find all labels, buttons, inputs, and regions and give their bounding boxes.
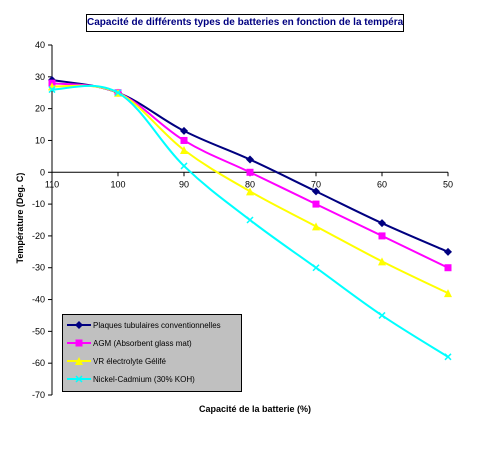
y-tick-label: -20 [32,231,45,241]
series-1 [48,79,452,272]
y-tick-label: 40 [35,40,45,50]
y-tick-label: -60 [32,358,45,368]
y-tick-label: 20 [35,104,45,114]
series-line [51,79,449,253]
y-axis-label: Température (Deg. C) [15,172,25,264]
series-layer [48,76,452,361]
data-point-x [378,311,386,319]
data-point-x-stroke [114,89,122,97]
legend-swatch-x [67,375,91,383]
legend-entry-nicd: Nickel-Cadmium (30% KOH) [67,373,241,387]
y-tick-label: -70 [32,390,45,400]
y-tick-label: 30 [35,72,45,82]
data-point-square [444,264,452,272]
chart-legend: Plaques tubulaires conventionnelles AGM … [62,314,242,392]
data-point-x-stroke [246,216,254,224]
data-point-x [48,86,56,94]
legend-entry-agm: AGM (Absorbent glass mat) [67,337,241,351]
data-point-x-stroke [180,162,188,170]
series-0 [48,76,452,256]
y-tick-label: 0 [40,167,45,177]
data-point-diamond [246,155,254,164]
y-tick-label: -30 [32,263,45,273]
data-point-square [180,136,188,144]
series-2 [48,82,452,298]
y-tick-label: 10 [35,135,45,145]
x-tick-label: 110 [45,179,59,189]
y-tick-label: -50 [32,326,45,336]
legend-label: VR électrolyte Gélifé [93,357,166,366]
data-point-x [114,89,122,97]
x-tick-label: 60 [377,179,387,189]
x-tick-label: 90 [179,179,189,189]
series-3 [48,84,452,361]
y-tick-label: -40 [32,295,45,305]
legend-entry-vr: VR électrolyte Gélifé [67,355,241,369]
data-point-diamond [312,187,320,196]
data-point-triangle [312,222,320,231]
data-point-diamond [180,126,188,135]
data-point-triangle [378,257,386,266]
legend-label: Plaques tubulaires conventionnelles [93,321,221,330]
x-axis-label: Capacité de la batterie (%) [198,404,312,414]
data-point-triangle [246,187,254,196]
data-point-triangle [180,146,188,154]
x-tick-label: 50 [443,179,453,189]
data-point-x-stroke [444,353,452,361]
legend-entry-plaques: Plaques tubulaires conventionnelles [67,319,241,333]
data-point-diamond [444,247,452,256]
legend-label: AGM (Absorbent glass mat) [93,339,192,348]
data-point-square [312,200,320,208]
x-tick-label: 70 [311,179,321,189]
data-point-x [312,264,320,272]
chart-title: Capacité de différents types de batterie… [86,14,404,32]
data-point-x [180,162,188,170]
data-point-x-stroke [312,264,320,272]
x-tick-label: 80 [245,179,255,189]
x-tick-label: 100 [110,179,125,189]
legend-swatch-diamond [67,321,91,329]
data-point-diamond [378,219,386,228]
data-point-x-stroke [378,311,386,319]
legend-swatch-square [67,339,91,347]
legend-swatch-triangle [67,357,91,365]
legend-label: Nickel-Cadmium (30% KOH) [93,375,195,384]
data-point-x [246,216,254,224]
data-point-square [378,232,386,240]
data-point-triangle [444,289,452,298]
data-point-x [444,353,452,361]
data-point-square [246,168,254,176]
data-point-x-stroke [48,86,56,94]
y-tick-label: -10 [32,199,45,209]
